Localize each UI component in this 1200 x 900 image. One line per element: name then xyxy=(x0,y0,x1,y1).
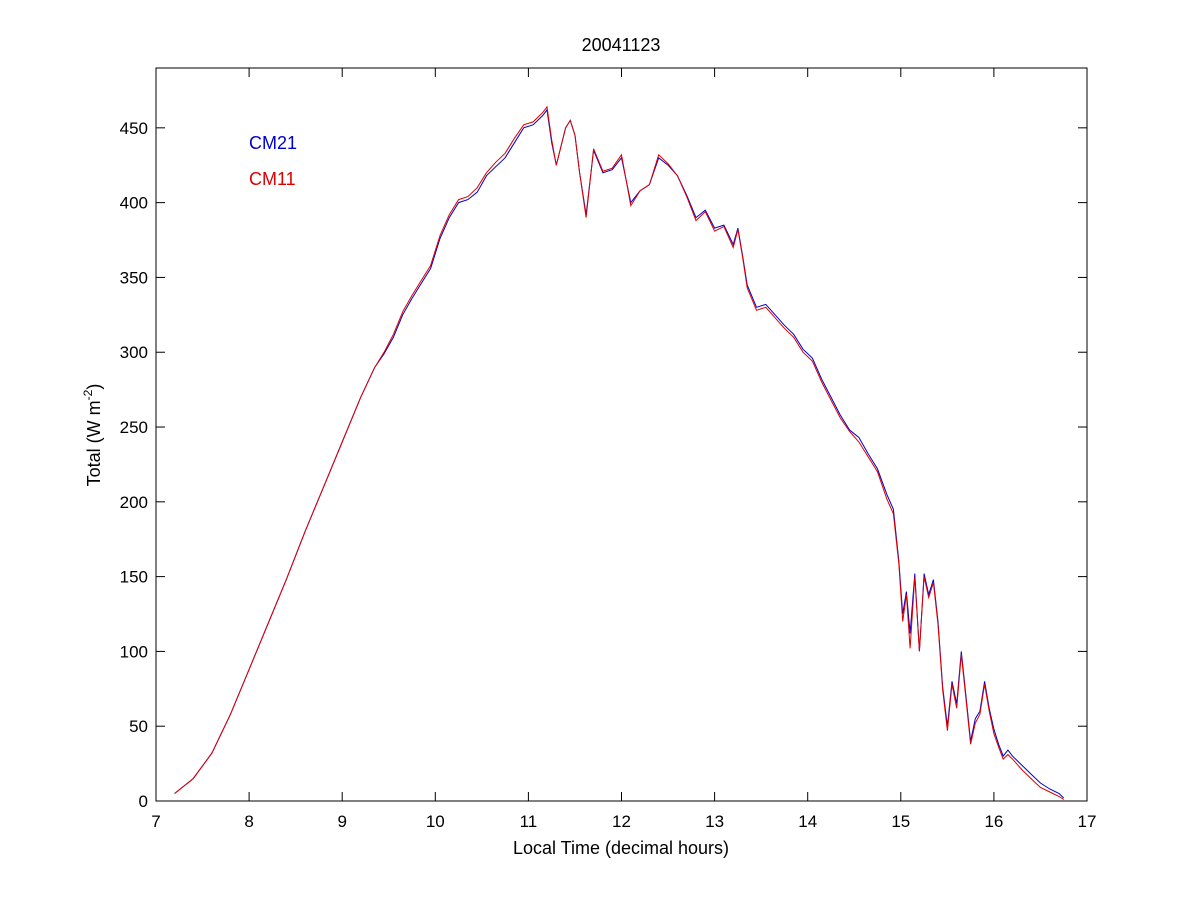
x-tick-label: 17 xyxy=(1078,812,1097,831)
y-tick-label: 150 xyxy=(120,568,148,587)
y-axis-title-main: Total (W m xyxy=(84,400,104,486)
x-tick-label: 7 xyxy=(151,812,160,831)
y-tick-label: 400 xyxy=(120,194,148,213)
x-tick-label: 13 xyxy=(705,812,724,831)
y-tick-label: 300 xyxy=(120,343,148,362)
y-tick-label: 250 xyxy=(120,418,148,437)
x-axis-title: Local Time (decimal hours) xyxy=(513,838,729,858)
legend-entry-cm11: CM11 xyxy=(249,169,296,189)
y-axis-title-exponent: -2 xyxy=(81,389,95,400)
legend: CM21 CM11 xyxy=(249,133,297,189)
y-axis-title: Total (W m-2) xyxy=(81,384,104,487)
y-axis-title-close: ) xyxy=(84,384,104,390)
x-tick-label: 10 xyxy=(426,812,445,831)
legend-entry-cm21: CM21 xyxy=(249,133,297,153)
series-line-cm11 xyxy=(174,105,1064,800)
x-tick-label: 16 xyxy=(984,812,1003,831)
x-tick-label: 12 xyxy=(612,812,631,831)
x-tick-label: 8 xyxy=(244,812,253,831)
x-tick-label: 11 xyxy=(520,812,538,831)
y-axis: 0 50 100 150 200 250 300 350 400 450 xyxy=(120,119,1087,811)
y-tick-label: 100 xyxy=(120,642,148,661)
y-tick-label: 450 xyxy=(120,119,148,138)
y-tick-label: 350 xyxy=(120,268,148,287)
series-layer xyxy=(174,105,1065,800)
y-tick-label: 50 xyxy=(129,717,148,736)
y-tick-label: 200 xyxy=(120,493,148,512)
x-tick-label: 14 xyxy=(798,812,817,831)
chart-title: 20041123 xyxy=(582,35,661,55)
x-tick-label: 15 xyxy=(891,812,910,831)
x-tick-label: 9 xyxy=(337,812,346,831)
y-tick-label: 0 xyxy=(139,792,148,811)
x-axis: 7 8 9 10 11 12 13 14 15 16 17 xyxy=(151,68,1096,831)
plot-area xyxy=(156,68,1087,801)
